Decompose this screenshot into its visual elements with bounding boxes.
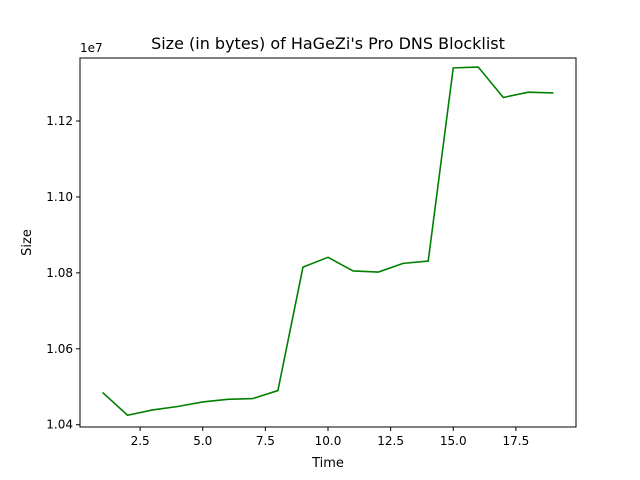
data-point	[427, 260, 429, 262]
data-point	[352, 270, 354, 272]
data-point	[202, 401, 204, 403]
y-tick-label: 1.08	[46, 266, 73, 280]
x-tick-label: 2.5	[131, 434, 150, 448]
data-point	[402, 263, 404, 265]
y-axis-offset-label: 1e7	[80, 41, 103, 55]
data-point	[327, 257, 329, 259]
x-tick-label: 10.0	[315, 434, 342, 448]
y-tick-label: 1.06	[46, 342, 73, 356]
data-point	[553, 92, 555, 94]
y-tick-label: 1.10	[46, 190, 73, 204]
x-axis-ticks: 2.5 5.0 7.5 10.0 12.5 15.0 17.5	[131, 427, 530, 448]
data-point	[277, 390, 279, 392]
data-point	[377, 271, 379, 273]
y-tick-label: 1.04	[46, 418, 73, 432]
data-point	[102, 392, 104, 394]
data-point	[227, 398, 229, 400]
data-point	[452, 67, 454, 69]
x-tick-label: 7.5	[256, 434, 275, 448]
data-point	[302, 266, 304, 268]
series-line	[102, 66, 554, 417]
plot-area	[80, 58, 576, 427]
data-point	[152, 409, 154, 411]
x-tick-label: 17.5	[503, 434, 530, 448]
data-point	[252, 398, 254, 400]
data-layer	[102, 66, 555, 417]
data-point	[528, 91, 530, 93]
data-point	[478, 66, 480, 68]
x-axis-label: Time	[311, 456, 344, 471]
data-point	[503, 97, 505, 99]
chart-title: Size (in bytes) of HaGeZi's Pro DNS Bloc…	[151, 34, 505, 53]
x-tick-label: 15.0	[440, 434, 467, 448]
data-point	[177, 406, 179, 408]
data-point	[127, 414, 129, 416]
x-tick-label: 5.0	[193, 434, 212, 448]
x-tick-label: 12.5	[377, 434, 404, 448]
y-tick-label: 1.12	[46, 114, 73, 128]
y-axis-label: Size	[20, 229, 35, 256]
y-axis-ticks: 1.04 1.06 1.08 1.10 1.12	[46, 114, 80, 432]
